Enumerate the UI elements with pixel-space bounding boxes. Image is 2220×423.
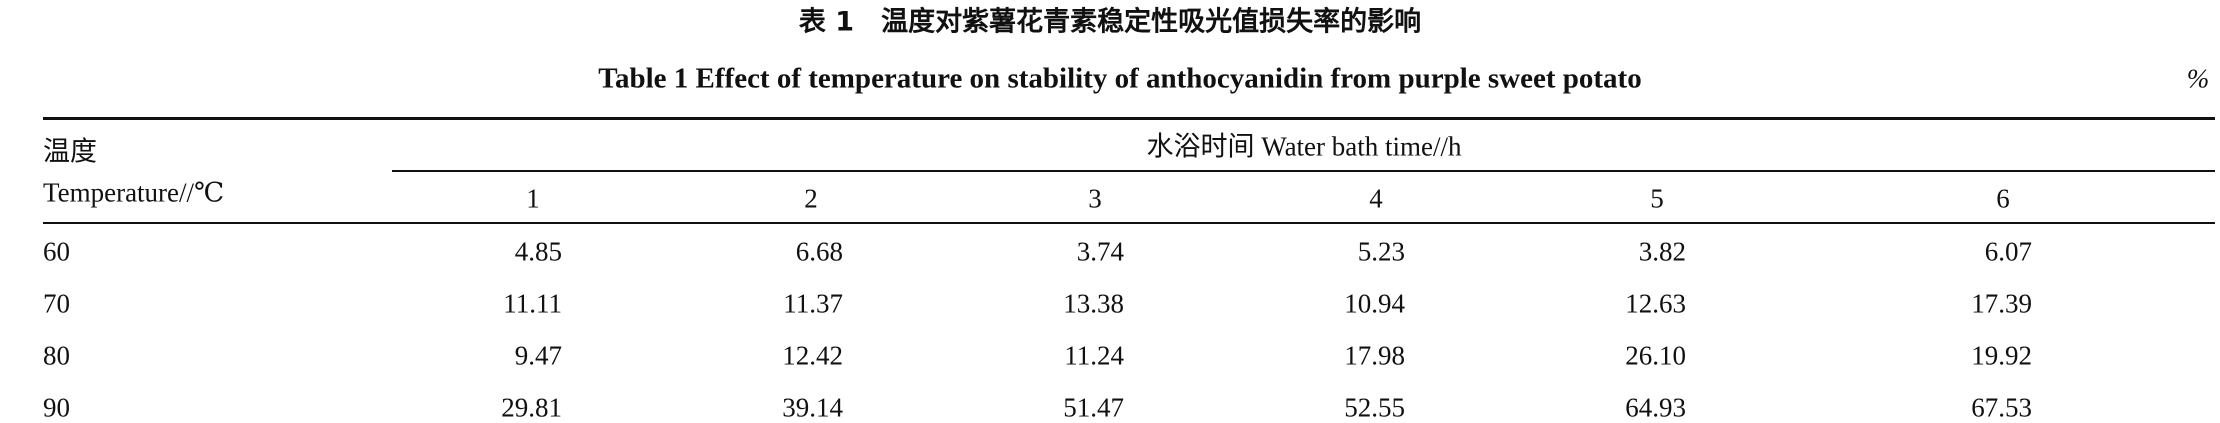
column-header: 1 [526, 183, 540, 214]
column-header: 4 [1369, 183, 1383, 214]
cell: 4.85 [514, 236, 562, 267]
cell: 17.39 [1971, 288, 2032, 319]
cell: 29.81 [501, 392, 562, 423]
header-rule [43, 222, 2215, 224]
cell: 39.14 [782, 392, 843, 423]
cell: 9.47 [514, 340, 562, 371]
cell: 5.23 [1357, 236, 1405, 267]
cell: 67.53 [1971, 392, 2032, 423]
cell: 12.63 [1625, 288, 1686, 319]
group-rule [392, 170, 2215, 172]
column-header: 2 [804, 183, 818, 214]
cell: 52.55 [1344, 392, 1405, 423]
column-header: 5 [1650, 183, 1664, 214]
caption-zh: 表 1 温度对紫薯花青素稳定性吸光值损失率的影响 [798, 6, 1422, 38]
cell: 10.94 [1344, 288, 1405, 319]
cell: 11.37 [783, 288, 843, 319]
cell: 3.74 [1076, 236, 1124, 267]
row-header-zh: 温度 [43, 136, 97, 168]
cell: 12.42 [782, 340, 843, 371]
top-rule [43, 117, 2215, 120]
caption-en: Table 1 Effect of temperature on stabili… [598, 62, 1642, 95]
cell: 19.92 [1971, 340, 2032, 371]
column-header: 3 [1088, 183, 1102, 214]
row-label: 90 [43, 392, 70, 423]
row-label: 80 [43, 340, 70, 371]
cell: 64.93 [1625, 392, 1686, 423]
cell: 3.82 [1638, 236, 1686, 267]
cell: 17.98 [1344, 340, 1405, 371]
cell: 6.68 [795, 236, 843, 267]
cell: 51.47 [1063, 392, 1124, 423]
cell: 26.10 [1625, 340, 1686, 371]
row-label: 70 [43, 288, 70, 319]
column-header: 6 [1996, 183, 2010, 214]
row-header-en: Temperature//℃ [43, 177, 225, 208]
cell: 11.11 [503, 288, 562, 319]
unit: % [2186, 63, 2210, 94]
cell: 13.38 [1063, 288, 1124, 319]
group-header: 水浴时间 Water bath time//h [1146, 131, 1462, 162]
row-label: 60 [43, 236, 70, 267]
cell: 11.24 [1064, 340, 1124, 371]
cell: 6.07 [1984, 236, 2032, 267]
